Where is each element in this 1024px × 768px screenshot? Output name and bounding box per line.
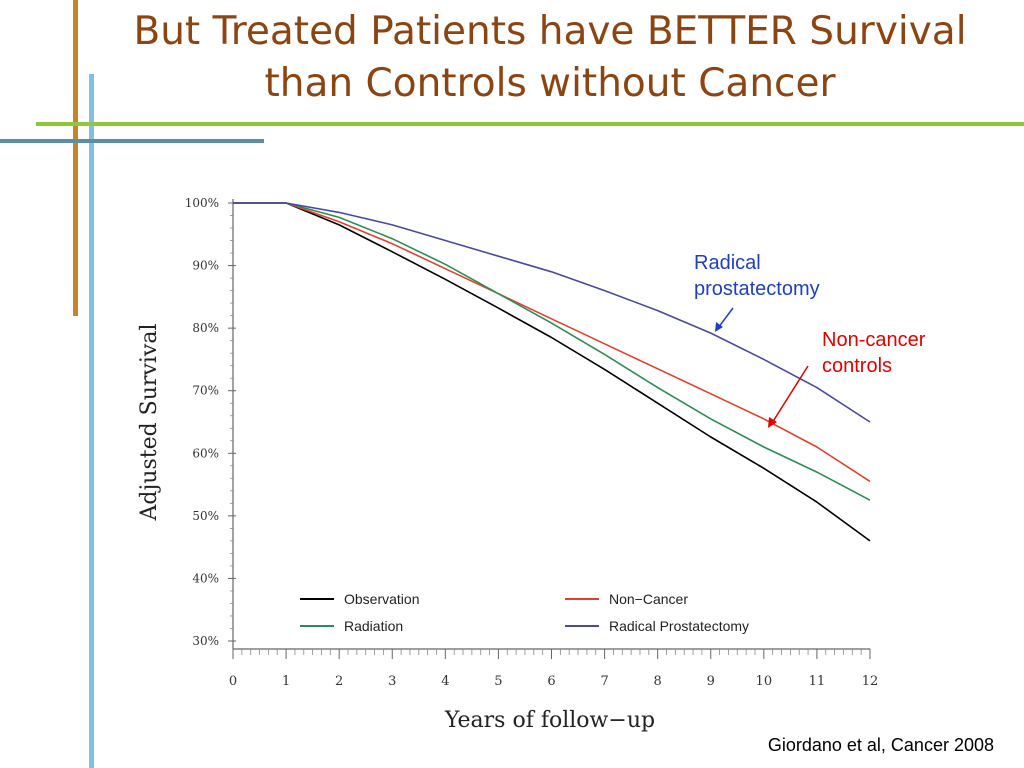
x-tick-label: 2 <box>335 674 343 689</box>
x-tick-label: 8 <box>654 674 662 689</box>
series-line-radical-prostatectomy <box>233 202 871 423</box>
chart-legend: Observation Radiation Non−Cancer Radical Pr… <box>300 591 749 634</box>
orange-vertical-line <box>73 0 78 316</box>
legend-label: Non−Cancer <box>609 591 688 607</box>
non-cancer-controls-annotation: Non-cancer controls <box>822 329 926 377</box>
x-tick-label: 6 <box>547 674 555 689</box>
blue-vertical-line <box>89 74 94 768</box>
teal-horizontal-line <box>0 139 264 143</box>
x-tick-label: 9 <box>707 674 715 689</box>
y-tick-label: 100% <box>185 196 219 210</box>
y-tick-label: 90% <box>192 259 219 273</box>
x-tick-label: 12 <box>862 674 879 689</box>
x-tick-label: 10 <box>756 674 773 689</box>
y-tick-label: 40% <box>192 571 219 585</box>
chart-series-lines <box>233 202 871 542</box>
radical-annotation-arrow <box>715 307 734 332</box>
x-tick-label: 3 <box>388 674 396 689</box>
x-tick-label: 7 <box>600 674 608 689</box>
slide-title: But Treated Patients have BETTER Surviva… <box>133 9 967 106</box>
y-tick-label: 50% <box>192 509 219 523</box>
series-line-non-cancer <box>233 202 871 483</box>
citation: Giordano et al, Cancer 2008 <box>767 735 994 755</box>
x-axis-label: Years of follow−up <box>444 708 655 733</box>
x-tick-label: 4 <box>441 674 449 689</box>
legend-label: Radiation <box>344 618 403 634</box>
y-axis-label: Adjusted Survival <box>137 324 162 522</box>
series-line-observation <box>233 202 871 542</box>
green-horizontal-line <box>36 122 1024 126</box>
x-tick-label: 0 <box>229 674 237 689</box>
x-tick-label: 1 <box>282 674 290 689</box>
legend-label: Observation <box>344 591 419 607</box>
radical-prostatectomy-annotation: Radical prostatectomy <box>694 252 820 300</box>
legend-label: Radical Prostatectomy <box>609 618 749 634</box>
x-tick-label: 11 <box>809 674 826 689</box>
y-tick-label: 30% <box>192 634 219 648</box>
x-tick-label: 5 <box>494 674 502 689</box>
y-tick-label: 60% <box>192 446 219 460</box>
noncancer-annotation-arrow <box>768 365 809 428</box>
chart-axes: 30%40%50%60%70%80%90%100%0 1 2 3 4 5 6 7 8 9 10 11 1… <box>185 196 879 689</box>
series-line-radiation <box>233 202 871 501</box>
y-tick-label: 80% <box>192 321 219 335</box>
y-tick-label: 70% <box>192 384 219 398</box>
